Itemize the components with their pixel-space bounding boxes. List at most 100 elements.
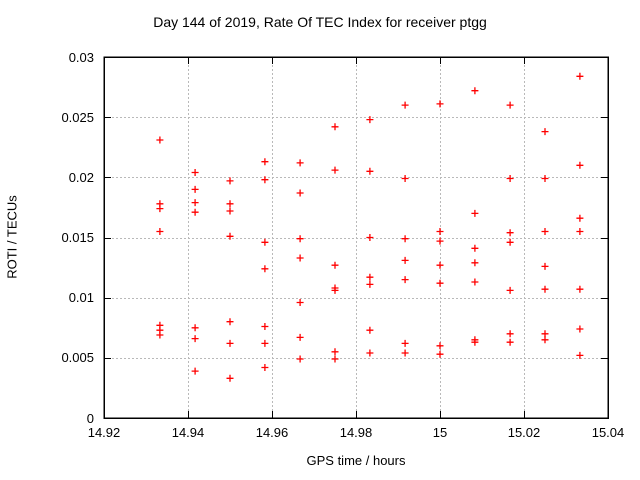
- data-point-marker: [191, 199, 199, 207]
- data-point-marker: [366, 234, 374, 241]
- data-point-marker: [401, 101, 409, 109]
- data-point-marker: [366, 280, 374, 288]
- data-point-marker: [331, 348, 339, 356]
- data-point-marker: [261, 339, 269, 347]
- data-point-marker: [436, 228, 444, 235]
- data-point-marker: [226, 207, 234, 215]
- data-point-marker: [436, 237, 444, 245]
- plot-border: [103, 56, 609, 419]
- data-point-marker: [506, 229, 514, 237]
- data-point-marker: [436, 261, 444, 269]
- data-point-marker: [506, 338, 514, 346]
- data-point-marker: [226, 339, 234, 347]
- x-tick-label: 15.04: [591, 425, 625, 440]
- data-point-marker: [261, 176, 269, 184]
- data-point-marker: [401, 349, 409, 357]
- data-point-marker: [436, 100, 444, 108]
- data-point-marker: [401, 256, 409, 264]
- x-tick-label: 14.98: [339, 425, 373, 440]
- y-tick-label: 0.015: [61, 230, 94, 245]
- data-point-marker: [366, 273, 374, 281]
- data-point-marker: [541, 336, 549, 344]
- data-point-marker: [296, 254, 304, 262]
- y-axis-label: ROTI / TECUs: [4, 195, 20, 279]
- data-point-marker: [226, 177, 234, 185]
- data-point-marker: [296, 299, 304, 306]
- data-point-marker: [471, 87, 479, 95]
- data-point-marker: [191, 185, 199, 193]
- data-point-marker: [401, 175, 409, 182]
- data-point-marker: [506, 238, 514, 246]
- data-point-marker: [191, 324, 199, 332]
- data-point-marker: [541, 262, 549, 270]
- y-tick-label: 0.01: [68, 290, 94, 306]
- data-point-marker: [366, 326, 374, 334]
- data-point-marker: [471, 244, 479, 252]
- data-point-marker: [261, 265, 269, 273]
- data-point-marker: [261, 158, 269, 166]
- data-point-marker: [541, 128, 549, 136]
- data-point-marker: [156, 228, 164, 235]
- y-tick-label: 0.02: [68, 169, 94, 185]
- data-point-marker: [296, 235, 304, 243]
- data-point-marker: [506, 101, 514, 109]
- data-point-marker: [261, 364, 269, 371]
- x-tick-label: 14.96: [255, 425, 289, 440]
- data-point-marker: [226, 200, 234, 208]
- data-point-marker: [471, 209, 479, 217]
- data-point-marker: [541, 330, 549, 338]
- data-point-marker: [541, 285, 549, 293]
- data-point-marker: [576, 325, 584, 333]
- data-point-marker: [576, 228, 584, 235]
- data-point-marker: [576, 72, 584, 80]
- data-point-marker: [156, 331, 164, 339]
- data-point-marker: [296, 189, 304, 197]
- data-point-marker: [471, 278, 479, 286]
- data-point-marker: [366, 167, 374, 175]
- data-point-marker: [226, 232, 234, 240]
- data-point-marker: [436, 279, 444, 287]
- data-point-marker: [576, 351, 584, 359]
- data-point-marker: [401, 235, 409, 243]
- data-point-marker: [191, 367, 199, 375]
- data-point-marker: [226, 374, 234, 382]
- data-point-marker: [541, 175, 549, 182]
- data-point-marker: [191, 335, 199, 343]
- data-point-marker: [191, 208, 199, 216]
- data-point-marker: [506, 286, 514, 294]
- data-point-marker: [366, 116, 374, 124]
- data-point-marker: [471, 338, 479, 346]
- data-point-marker: [436, 342, 444, 350]
- y-tick-label: 0.005: [61, 350, 94, 366]
- data-point-marker: [191, 169, 199, 176]
- data-point-marker: [541, 228, 549, 235]
- x-tick-label: 14.92: [87, 425, 121, 440]
- chart-title: Day 144 of 2019, Rate Of TEC Index for r…: [153, 14, 487, 30]
- data-point-marker: [331, 166, 339, 174]
- data-point-marker: [331, 355, 339, 363]
- data-point-marker: [331, 286, 339, 294]
- data-point-marker: [261, 238, 269, 246]
- x-tick-label: 15: [432, 425, 448, 440]
- data-point-marker: [576, 285, 584, 293]
- data-point-marker: [506, 330, 514, 338]
- data-point-marker: [261, 323, 269, 330]
- data-point-marker: [331, 123, 339, 131]
- data-point-marker: [156, 205, 164, 213]
- data-point-marker: [506, 175, 514, 182]
- y-tick-label: 0.03: [68, 49, 94, 65]
- data-point-marker: [296, 159, 304, 167]
- x-tick-label: 14.94: [171, 425, 205, 440]
- y-tick-label: 0: [86, 410, 94, 426]
- data-point-marker: [156, 136, 164, 144]
- data-point-marker: [401, 276, 409, 284]
- data-point-marker: [331, 261, 339, 269]
- data-point-marker: [471, 259, 479, 267]
- y-tick-label: 0.025: [61, 109, 94, 125]
- data-point-marker: [401, 339, 409, 347]
- data-point-marker: [436, 350, 444, 358]
- x-tick-label: 15.02: [507, 425, 541, 440]
- x-axis-label: GPS time / hours: [306, 453, 406, 468]
